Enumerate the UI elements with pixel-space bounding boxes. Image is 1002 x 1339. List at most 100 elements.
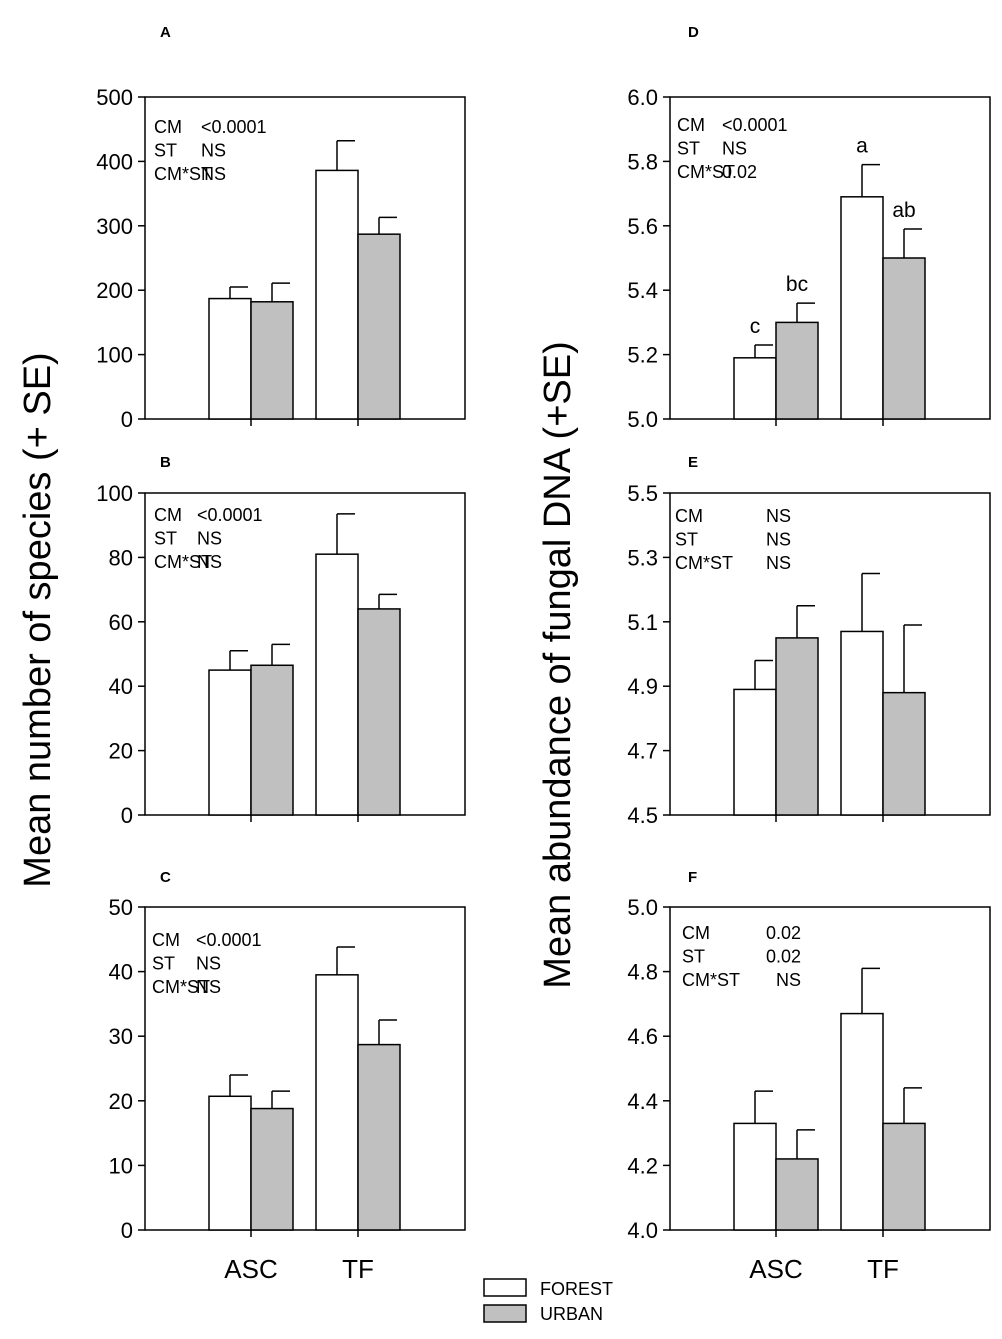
bar-forest-asc [733,357,777,420]
bar-urban-tf [357,233,401,420]
plot-frame [669,96,991,420]
y-tick-label: 60 [109,610,133,635]
panel-letter: E [688,454,698,471]
panel-letter: A [160,24,171,41]
bar-forest-tf [840,1012,884,1231]
bar-urban-tf [357,1043,401,1231]
stats-value: NS [766,530,791,550]
category-label-tf: TF [867,1254,899,1284]
stats-term: ST [675,530,698,550]
stats-value: 0.02 [766,947,801,967]
stats-term: CM*ST [152,977,210,997]
bar-urban-asc [250,301,294,420]
panel-d: D 5.0 5.2 5.4 5.6 5.8 6.0 c bc a ab CM <0.0001 ST NS CM… [627,24,991,432]
bar-urban-tf [882,691,926,816]
y-tick-label: 4.0 [627,1218,658,1243]
stats-value: NS [196,954,221,974]
y-tick-label: 5.3 [627,545,658,570]
category-label-asc: ASC [224,1254,277,1284]
legend-swatch-forest [483,1278,527,1297]
bar-forest-asc [208,669,252,816]
y-tick-label: 4.4 [627,1089,658,1114]
y-tick-label: 10 [109,1153,133,1178]
bar-urban-tf [882,257,926,420]
stats-value: <0.0001 [201,117,267,137]
legend-label-urban: URBAN [540,1304,603,1324]
significance-letter: bc [786,273,808,296]
stats-value: NS [766,506,791,526]
y-tick-label: 5.0 [627,407,658,432]
stats-term: CM [152,930,180,950]
stats-term: ST [154,529,177,549]
panel-letter: B [160,454,171,471]
y-tick-label: 4.7 [627,739,658,764]
y-tick-label: 6.0 [627,85,658,110]
y-tick-label: 5.4 [627,278,658,303]
plot-frame [669,906,991,1231]
panel-letter: F [688,869,697,886]
bar-forest-tf [840,630,884,816]
y-tick-label: 100 [96,481,133,506]
y-tick-label: 4.8 [627,960,658,985]
stats-value: 0.02 [766,923,801,943]
y-axis-label-left: Mean number of species (+ SE) [17,352,59,887]
bar-forest-asc [733,1122,777,1231]
y-tick-label: 4.2 [627,1153,658,1178]
stats-term: CM*ST [154,164,212,184]
panel-letter: D [688,24,699,41]
legend-label-forest: FOREST [540,1279,613,1299]
y-tick-label: 80 [109,545,133,570]
y-tick-label: 40 [109,674,133,699]
stats-value: NS [766,553,791,573]
stats-term: CM*ST [154,552,212,572]
y-tick-label: 0 [121,1218,133,1243]
stats-term: ST [682,947,705,967]
y-tick-label: 5.0 [627,895,658,920]
y-axis-label-right: Mean abundance of fungal DNA (+SE) [537,341,579,988]
stats-term: ST [152,954,175,974]
significance-letter: ab [892,199,915,222]
y-tick-label: 4.9 [627,674,658,699]
y-tick-label: 0 [121,803,133,828]
panel-f: F 4.0 4.2 4.4 4.6 4.8 5.0 ASC TF CM 0.02 ST 0.02 CM*S… [627,869,991,1284]
stats-term: CM [675,506,703,526]
stats-term: CM [154,505,182,525]
stats-term: CM*ST [677,162,735,182]
y-tick-label: 400 [96,149,133,174]
plot-frame [144,906,466,1231]
stats-value: NS [196,977,221,997]
stats-value: NS [201,164,226,184]
stats-term: CM [677,115,705,135]
bar-forest-tf [315,553,359,816]
y-tick-label: 4.6 [627,1024,658,1049]
bar-urban-asc [775,637,819,816]
bar-forest-tf [315,169,359,420]
y-tick-label: 40 [109,960,133,985]
y-tick-label: 0 [121,407,133,432]
legend: FOREST URBAN [483,1278,613,1324]
legend-swatch-urban [483,1304,527,1323]
category-label-tf: TF [342,1254,374,1284]
stats-value: <0.0001 [196,930,262,950]
y-tick-label: 100 [96,343,133,368]
y-tick-label: 300 [96,214,133,239]
y-tick-label: 5.6 [627,214,658,239]
y-tick-label: 200 [96,278,133,303]
bar-urban-tf [882,1122,926,1231]
bar-urban-asc [775,321,819,420]
plot-frame [144,96,466,420]
y-tick-label: 5.5 [627,481,658,506]
stats-term: ST [154,141,177,161]
bar-forest-tf [840,196,884,420]
stats-value: NS [722,139,747,159]
stats-term: CM*ST [675,553,733,573]
stats-value: 0.02 [722,162,757,182]
bar-urban-asc [250,664,294,816]
y-tick-label: 50 [109,895,133,920]
y-tick-label: 20 [109,1089,133,1114]
bar-forest-asc [208,297,252,420]
